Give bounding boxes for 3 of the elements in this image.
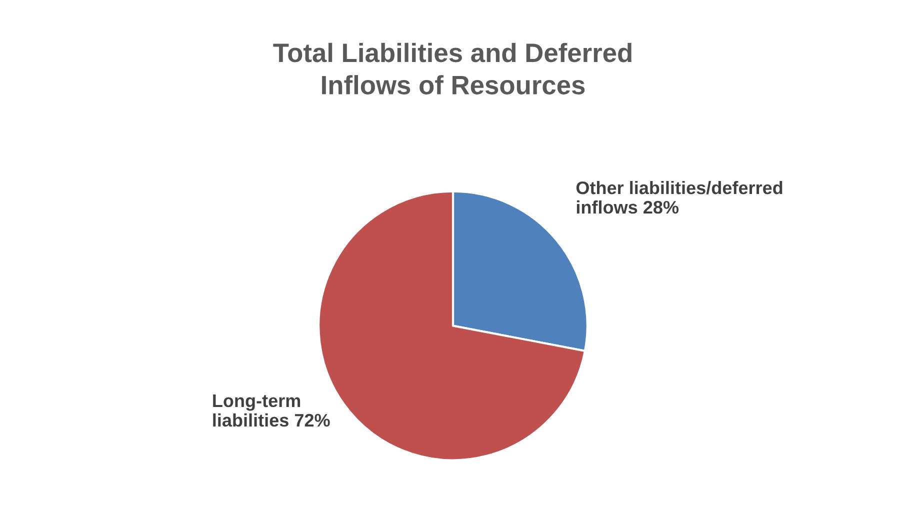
slice-label: Long-term liabilities 72%: [213, 394, 330, 427]
chart-title: Total Liabilities and Deferred Inflows of Resources: [273, 42, 632, 94]
slice-label: Other liabilities/deferred inflows 28%: [576, 180, 782, 214]
